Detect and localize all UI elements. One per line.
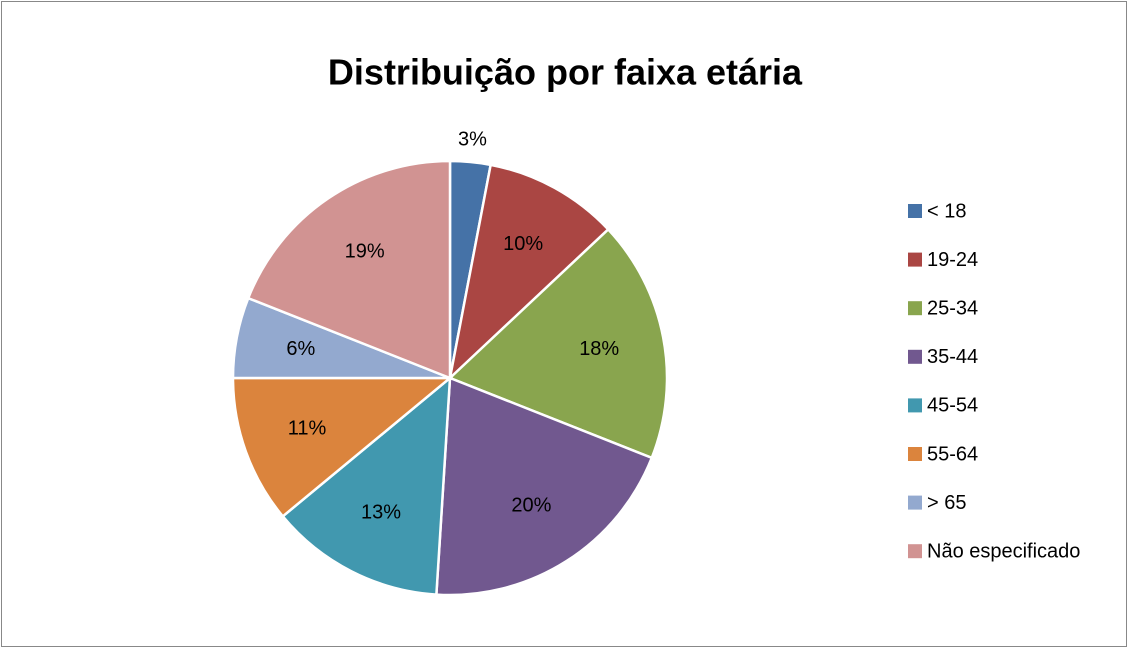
data-label: 20%: [511, 495, 551, 517]
data-label: 3%: [458, 129, 487, 151]
legend-swatch: [908, 301, 922, 316]
legend-swatch: [908, 495, 922, 510]
pie-slice: [246, 159, 452, 380]
pie-slice: [447, 227, 669, 460]
chart-title: Distribuição por faixa etária: [328, 52, 803, 93]
pie-slice: [448, 163, 610, 382]
data-label: 19%: [345, 241, 385, 263]
legend-swatch: [908, 252, 922, 267]
legend-label: 19-24: [927, 249, 978, 271]
data-label: 6%: [286, 338, 315, 360]
legend-label: 35-44: [927, 346, 978, 368]
legend-swatch: [908, 398, 922, 413]
pie-slice: [231, 376, 454, 519]
legend-swatch: [908, 204, 922, 218]
legend-label: 25-34: [927, 297, 978, 319]
pie-slice: [281, 375, 452, 596]
legend-label: Não especificado: [927, 540, 1080, 562]
data-label: 11%: [288, 418, 327, 440]
data-label: 13%: [361, 502, 401, 524]
legend-label: 55-64: [927, 443, 978, 465]
legend-label: < 18: [927, 200, 966, 222]
legend-label: > 65: [927, 492, 966, 514]
legend-swatch: [908, 349, 922, 364]
data-label: 10%: [503, 233, 543, 255]
pie-slice: [435, 376, 654, 597]
data-label: 18%: [579, 338, 619, 360]
legend-label: 45-54: [927, 395, 978, 417]
legend-swatch: [908, 447, 922, 461]
legend-swatch: [908, 544, 922, 559]
